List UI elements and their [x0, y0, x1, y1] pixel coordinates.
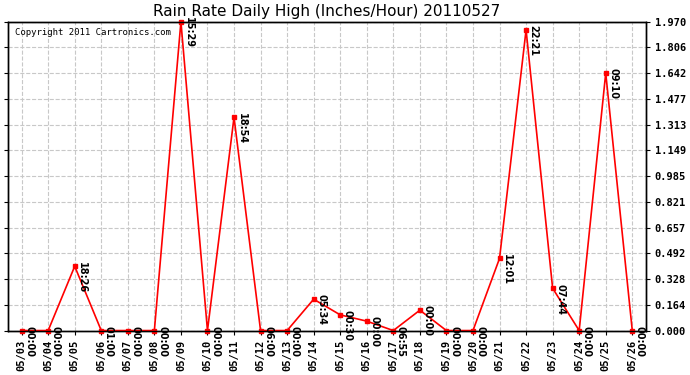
- Text: 18:26: 18:26: [77, 262, 88, 293]
- Title: Rain Rate Daily High (Inches/Hour) 20110527: Rain Rate Daily High (Inches/Hour) 20110…: [153, 4, 500, 19]
- Text: 00:00: 00:00: [157, 326, 167, 357]
- Text: 05:34: 05:34: [316, 294, 326, 326]
- Text: 00:00: 00:00: [635, 326, 645, 357]
- Text: 12:01: 12:01: [502, 254, 512, 285]
- Text: 00:00: 00:00: [290, 326, 299, 357]
- Text: 00:00: 00:00: [130, 326, 141, 357]
- Text: Copyright 2011 Cartronics.com: Copyright 2011 Cartronics.com: [14, 28, 170, 37]
- Text: 06:55: 06:55: [396, 326, 406, 357]
- Text: 22:21: 22:21: [529, 25, 539, 56]
- Text: 07:44: 07:44: [555, 284, 565, 315]
- Text: 00:00: 00:00: [475, 326, 486, 357]
- Text: 00:00: 00:00: [582, 326, 592, 357]
- Text: 18:54: 18:54: [237, 112, 246, 144]
- Text: 00:00: 00:00: [51, 326, 61, 357]
- Text: 00:30: 00:30: [343, 310, 353, 341]
- Text: 15:29: 15:29: [184, 17, 194, 48]
- Text: 01:00: 01:00: [104, 326, 114, 357]
- Text: 00:00: 00:00: [369, 316, 380, 348]
- Text: 06:00: 06:00: [263, 326, 273, 357]
- Text: 00:00: 00:00: [24, 326, 34, 357]
- Text: 00:00: 00:00: [422, 306, 433, 336]
- Text: 00:00: 00:00: [449, 326, 459, 357]
- Text: 00:00: 00:00: [210, 326, 220, 357]
- Text: 09:10: 09:10: [609, 69, 618, 99]
